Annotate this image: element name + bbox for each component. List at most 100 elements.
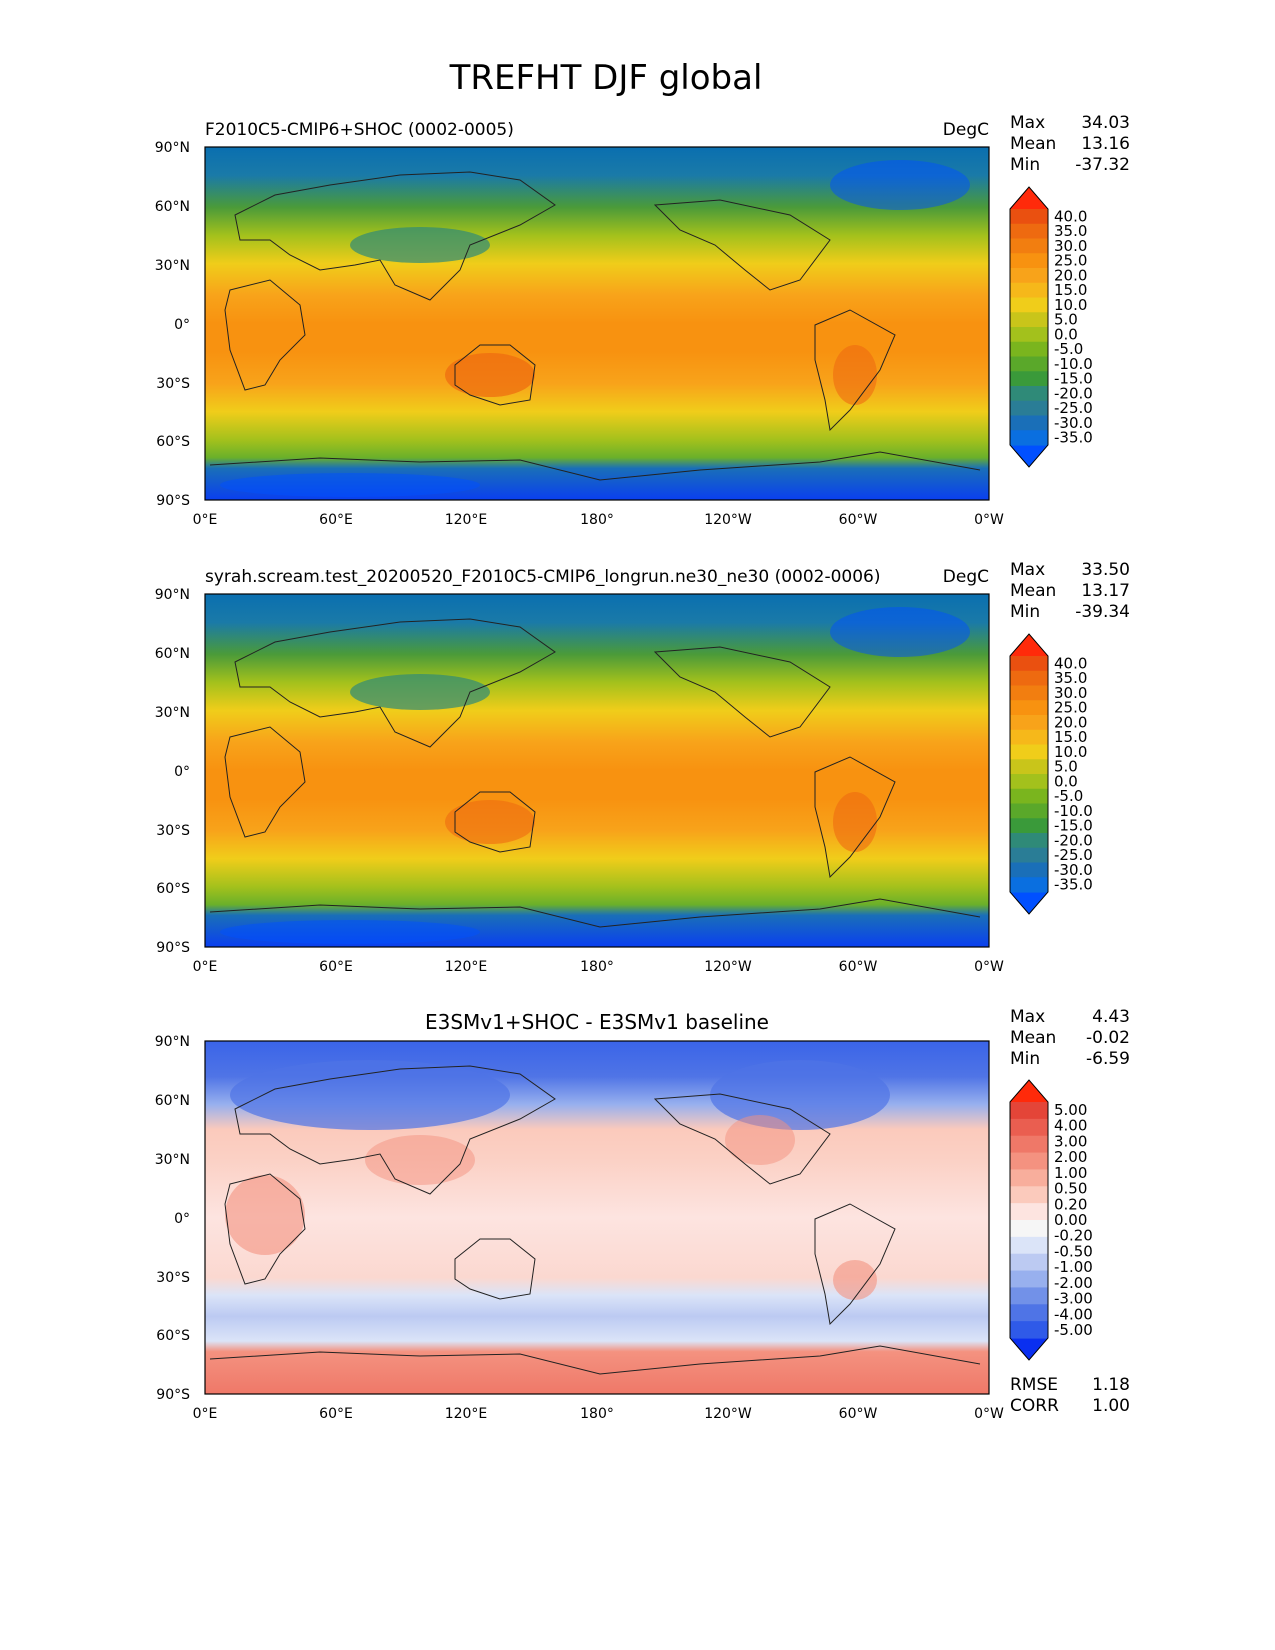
colorbar-segment (1010, 297, 1048, 313)
x-tick: 60°W (839, 512, 878, 528)
panel3-na-warm (725, 1115, 795, 1165)
x-tick: 120°W (704, 1406, 752, 1422)
colorbar-tick: 5.0 (1054, 758, 1078, 776)
panel2-tibet-cold (350, 674, 490, 710)
panel1-greenland-cold (830, 160, 970, 210)
x-tick: 180° (580, 512, 614, 528)
colorbar-tick: -5.0 (1054, 787, 1083, 805)
colorbar-tick: 15.0 (1054, 728, 1087, 746)
x-tick: 60°E (319, 512, 353, 528)
colorbar-extend-min (1010, 1338, 1048, 1360)
x-tick: 120°E (445, 959, 488, 975)
stat-label-corr: CORR (1010, 1396, 1059, 1416)
panel2-antarctica-cold (220, 920, 480, 944)
colorbar-segment (1010, 1118, 1048, 1137)
stat-label-rmse: RMSE (1010, 1375, 1058, 1395)
colorbar-tick: -25.0 (1054, 399, 1093, 417)
colorbar-tick: -20.0 (1054, 384, 1093, 402)
panel3-stats: Max 4.43 Mean -0.02 Min -6.59 RMSE 1.18 … (1010, 1007, 1130, 1416)
panel1-australia-warm (445, 353, 535, 397)
x-tick: 60°E (319, 1406, 353, 1422)
x-tick: 180° (580, 1406, 614, 1422)
colorbar-segment (1010, 415, 1048, 431)
panel3-africa-warm (225, 1175, 305, 1255)
panel2-greenland-cold (830, 607, 970, 657)
colorbar-tick: -5.00 (1054, 1321, 1093, 1339)
colorbar-tick: 25.0 (1054, 252, 1087, 270)
panel1-features (220, 160, 970, 497)
colorbar-tick: -0.20 (1054, 1227, 1093, 1245)
stat-label-max: Max (1010, 1007, 1045, 1027)
stat-rmse: 1.18 (1092, 1375, 1130, 1395)
colorbar-extend-min (1010, 445, 1048, 467)
panel2-features (220, 607, 970, 944)
colorbar-segment (1010, 430, 1048, 446)
colorbar-segment (1010, 238, 1048, 254)
colorbar-extend-max (1010, 187, 1048, 209)
y-tick: 0° (174, 1211, 190, 1227)
colorbar-tick: 3.00 (1054, 1132, 1087, 1150)
colorbar-segment (1010, 1253, 1048, 1272)
panel3-frame (204, 1040, 990, 1395)
colorbar-tick: 4.00 (1054, 1117, 1087, 1135)
colorbar-tick: -4.00 (1054, 1305, 1093, 1323)
panel1-tibet-cold (350, 227, 490, 263)
panel3-x-ticks: 0°E 60°E 120°E 180° 120°W 60°W 0°W (193, 1406, 1004, 1422)
panel3-asia-warm (365, 1135, 475, 1185)
y-tick: 90°N (155, 587, 190, 603)
panel2-australia-warm (445, 800, 535, 844)
panel-3: E3SMv1+SHOC - E3SMv1 baseline 90°N 60°N … (155, 1007, 1130, 1422)
colorbar-tick: 2.00 (1054, 1148, 1087, 1166)
colorbar-segment (1010, 209, 1048, 225)
x-tick: 0°E (193, 1406, 218, 1422)
stat-label-min: Min (1010, 602, 1040, 622)
y-tick: 60°S (156, 434, 190, 450)
panel3-colorbar (1009, 1079, 1049, 1361)
colorbar-segment (1010, 774, 1048, 790)
x-tick: 0°W (974, 1406, 1004, 1422)
panel2-samerica-warm (833, 792, 877, 852)
colorbar-tick: -35.0 (1054, 876, 1093, 894)
colorbar-outline (1009, 633, 1049, 915)
y-tick: 30°N (155, 1152, 190, 1168)
colorbar-tick: 35.0 (1054, 669, 1087, 687)
x-tick: 60°W (839, 1406, 878, 1422)
colorbar-outline (1009, 1079, 1049, 1361)
colorbar-segment (1010, 1169, 1048, 1187)
stat-min: -6.59 (1086, 1049, 1130, 1069)
panel1-x-ticks: 0°E 60°E 120°E 180° 120°W 60°W 0°W (193, 512, 1004, 528)
y-tick: 90°N (155, 140, 190, 156)
colorbar-tick: -20.0 (1054, 831, 1093, 849)
colorbar-segment (1010, 327, 1048, 343)
colorbar-segment (1010, 312, 1048, 328)
colorbar-segment (1010, 818, 1048, 834)
colorbar-tick: 0.50 (1054, 1180, 1087, 1198)
colorbar-tick: 30.0 (1054, 684, 1087, 702)
x-tick: 60°E (319, 959, 353, 975)
colorbar-tick: -3.00 (1054, 1290, 1093, 1308)
y-tick: 90°N (155, 1034, 190, 1050)
y-tick: 30°N (155, 705, 190, 721)
x-tick: 180° (580, 959, 614, 975)
y-tick: 60°S (156, 1328, 190, 1344)
colorbar-segment (1010, 1304, 1048, 1322)
x-tick: 120°E (445, 1406, 488, 1422)
stat-max: 4.43 (1092, 1007, 1130, 1027)
colorbar-tick: -2.00 (1054, 1274, 1093, 1292)
colorbar-tick: 40.0 (1054, 654, 1087, 672)
colorbar-segment (1010, 715, 1048, 731)
colorbar-extend-max (1010, 1080, 1048, 1102)
colorbar-tick: -30.0 (1054, 414, 1093, 432)
panel3-title: E3SMv1+SHOC - E3SMv1 baseline (425, 1010, 769, 1034)
colorbar-segment (1010, 1203, 1048, 1221)
y-tick: 0° (174, 317, 190, 333)
colorbar-segment (1010, 1220, 1048, 1238)
colorbar-segment (1010, 223, 1048, 240)
stat-max: 33.50 (1081, 560, 1130, 580)
colorbar-segment (1010, 400, 1048, 417)
colorbar-tick: 5.00 (1054, 1101, 1087, 1119)
x-tick: 0°E (193, 512, 218, 528)
stat-label-min: Min (1010, 1049, 1040, 1069)
colorbar-tick: 5.0 (1054, 311, 1078, 329)
stat-label-mean: Mean (1010, 581, 1056, 601)
